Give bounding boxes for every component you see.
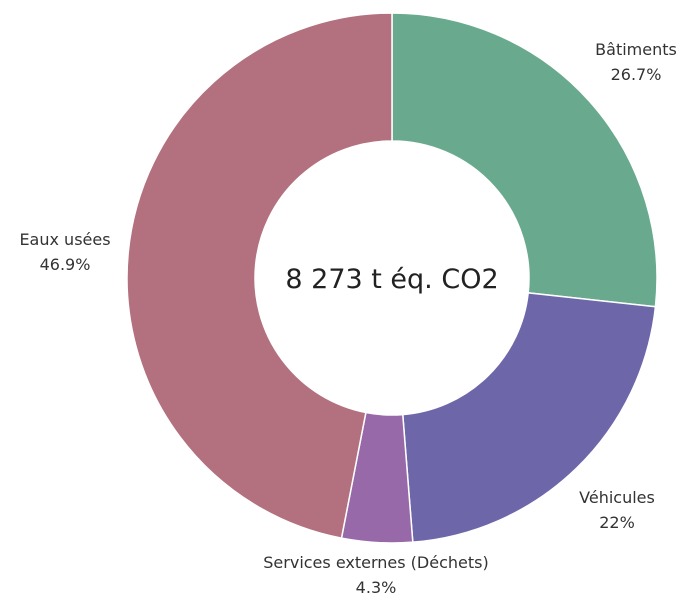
label-services-externes: Services externes (Déchets) 4.3% <box>263 553 488 597</box>
donut-slices <box>126 12 658 544</box>
label-batiments: Bâtiments 26.7% <box>595 40 677 84</box>
slice-label-percent: 22% <box>599 513 635 532</box>
slice-label-name: Véhicules <box>579 488 655 507</box>
slice-label-percent: 4.3% <box>356 578 397 597</box>
donut-center-total: 8 273 t éq. CO2 <box>285 264 498 295</box>
slice-label-percent: 26.7% <box>611 65 662 84</box>
label-vehicules: Véhicules 22% <box>579 488 655 532</box>
slice-label-name: Services externes (Déchets) <box>263 553 488 572</box>
slice-label-percent: 46.9% <box>40 255 91 274</box>
label-eaux-usees: Eaux usées 46.9% <box>19 230 110 274</box>
donut-slice-vehicules <box>401 292 657 543</box>
slice-label-name: Eaux usées <box>19 230 110 249</box>
donut-center-hole <box>255 141 529 415</box>
slice-label-name: Bâtiments <box>595 40 677 59</box>
